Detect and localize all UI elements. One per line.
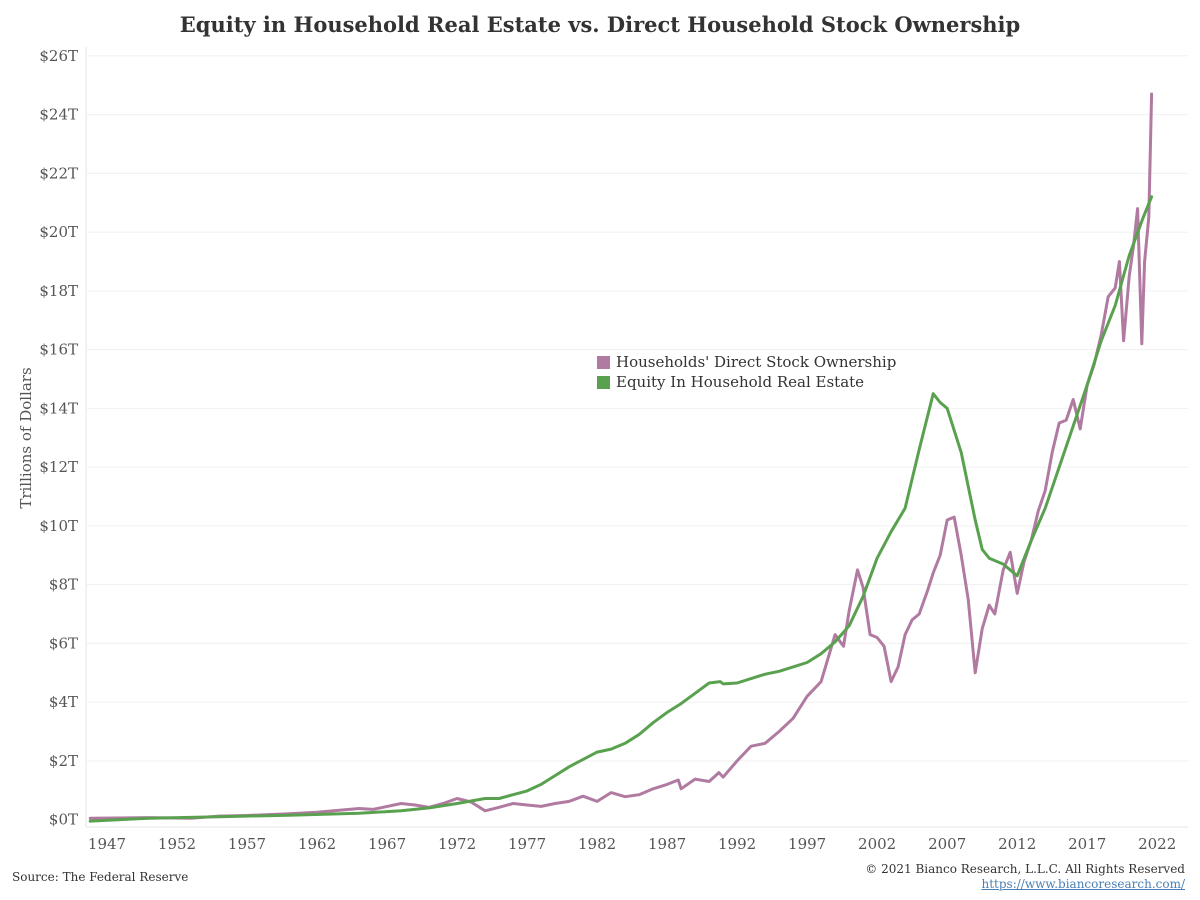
y-tick-label: $20T [39, 223, 78, 241]
y-tick-label: $26T [39, 47, 78, 65]
legend-item-equity: Equity In Household Real Estate [597, 372, 896, 392]
y-tick-label: $4T [49, 693, 78, 711]
x-tick-label: 1952 [158, 835, 196, 853]
website-link[interactable]: https://www.biancoresearch.com/ [981, 877, 1185, 891]
y-tick-label: $10T [39, 517, 78, 535]
x-tick-label: 1947 [88, 835, 126, 853]
x-tick-label: 2012 [998, 835, 1036, 853]
legend-swatch-stock [597, 355, 610, 369]
y-tick-label: $24T [39, 106, 78, 124]
x-tick-label: 2007 [928, 835, 966, 853]
x-tick-label: 1972 [438, 835, 476, 853]
x-tick-label: 1997 [788, 835, 826, 853]
y-tick-labels: $0T $2T $4T $6T $8T $10T $12T $14T $16T $18T $20T $… [39, 47, 78, 829]
y-tick-label: $22T [39, 164, 78, 182]
series-lines [88, 92, 1154, 823]
series-line-stock [88, 92, 1154, 820]
grid-lines [85, 47, 1188, 828]
x-tick-label: 2022 [1138, 835, 1176, 853]
legend-swatch-equity [597, 375, 610, 389]
y-tick-label: $2T [49, 752, 78, 770]
y-tick-label: $18T [39, 282, 78, 300]
legend: Households' Direct Stock Ownership Equit… [597, 352, 896, 392]
y-tick-label: $0T [49, 811, 78, 829]
x-tick-label: 1957 [228, 835, 266, 853]
y-tick-label: $14T [39, 399, 78, 417]
legend-item-stock: Households' Direct Stock Ownership [597, 352, 896, 372]
x-tick-label: 1982 [578, 835, 616, 853]
chart-title: Equity in Household Real Estate vs. Dire… [179, 12, 1021, 37]
x-tick-label: 1962 [298, 835, 336, 853]
x-tick-label: 1977 [508, 835, 546, 853]
x-tick-label: 2002 [858, 835, 896, 853]
source-note: Source: The Federal Reserve [12, 870, 189, 884]
x-tick-label: 1987 [648, 835, 686, 853]
y-tick-label: $6T [49, 634, 78, 652]
legend-label-stock: Households' Direct Stock Ownership [616, 353, 897, 371]
y-tick-label: $16T [39, 341, 78, 359]
x-tick-label: 1967 [368, 835, 406, 853]
x-tick-labels: 1947 1952 1957 1962 1967 1972 1977 1982 1987 1992… [88, 835, 1176, 853]
legend-label-equity: Equity In Household Real Estate [616, 373, 865, 391]
x-tick-label: 2017 [1068, 835, 1106, 853]
series-line-equity [88, 195, 1154, 823]
copyright-text: © 2021 Bianco Research, L.L.C. All Right… [865, 862, 1185, 876]
footer-credits: © 2021 Bianco Research, L.L.C. All Right… [865, 862, 1185, 892]
y-tick-label: $8T [49, 576, 78, 594]
x-tick-label: 1992 [718, 835, 756, 853]
y-tick-label: $12T [39, 458, 78, 476]
